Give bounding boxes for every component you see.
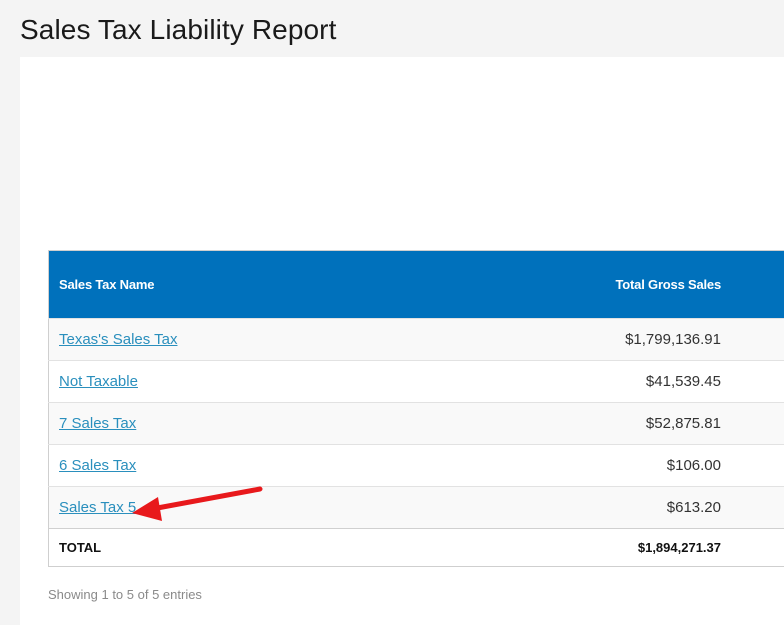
- tax-name-cell: Not Taxable: [49, 361, 412, 403]
- gross-sales-cell: $52,875.81: [645, 415, 721, 432]
- tax-name-link[interactable]: Texas's Sales Tax: [59, 331, 178, 348]
- table-row: Texas's Sales Tax $1,799,136.91: [48, 318, 784, 361]
- total-label: TOTAL: [59, 540, 102, 555]
- column-header-sales-tax-name[interactable]: Sales Tax Name: [59, 277, 155, 292]
- table-entries-info: Showing 1 to 5 of 5 entries: [48, 587, 202, 602]
- sales-tax-table: Sales Tax Name Total Gross Sales Texas's…: [48, 250, 784, 567]
- gross-sales-cell: $613.20: [666, 499, 721, 516]
- gross-sales-cell: $106.00: [666, 457, 721, 474]
- total-row: TOTAL $1,894,271.37: [48, 528, 784, 567]
- tax-name-link[interactable]: Not Taxable: [59, 373, 138, 390]
- table-row: 6 Sales Tax $106.00: [48, 444, 784, 487]
- table-row: 7 Sales Tax $52,875.81: [48, 402, 784, 445]
- total-value: $1,894,271.37: [637, 540, 721, 555]
- tax-name-cell: 7 Sales Tax: [49, 403, 412, 445]
- table-row: Not Taxable $41,539.45: [48, 360, 784, 403]
- gross-sales-cell: $41,539.45: [645, 373, 721, 390]
- page-title: Sales Tax Liability Report: [20, 14, 337, 45]
- red-arrow-icon: [132, 486, 263, 521]
- table-header-row: Sales Tax Name Total Gross Sales: [48, 250, 784, 319]
- tax-name-cell: 6 Sales Tax: [49, 445, 412, 487]
- tax-name-cell: Texas's Sales Tax: [49, 319, 412, 361]
- tax-name-link[interactable]: 6 Sales Tax: [59, 457, 137, 474]
- gross-sales-cell: $1,799,136.91: [625, 331, 721, 348]
- column-header-total-gross-sales[interactable]: Total Gross Sales: [615, 277, 722, 292]
- tax-name-link[interactable]: 7 Sales Tax: [59, 415, 137, 432]
- tax-name-link[interactable]: Sales Tax 5: [59, 499, 137, 516]
- tax-name-cell: Sales Tax 5: [49, 487, 412, 529]
